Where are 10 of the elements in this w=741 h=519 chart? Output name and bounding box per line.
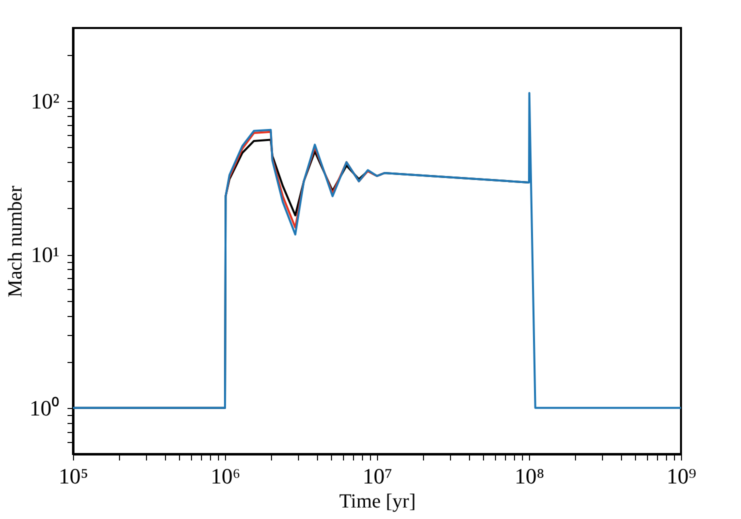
x-axis-title: Time [yr] [339, 490, 416, 512]
x-tick-label: 10⁸ [514, 464, 544, 488]
x-tick-label: 10⁶ [210, 464, 240, 488]
y-axis-title: Mach number [4, 185, 26, 298]
x-tick-label: 10⁹ [666, 464, 697, 488]
x-tick-label: 10⁷ [362, 464, 392, 488]
y-tick-label: 10¹ [30, 242, 60, 267]
x-tick-label: 10⁵ [58, 464, 88, 488]
y-tick-label: 10² [30, 88, 60, 114]
y-tick-label: 10⁰ [30, 395, 60, 420]
